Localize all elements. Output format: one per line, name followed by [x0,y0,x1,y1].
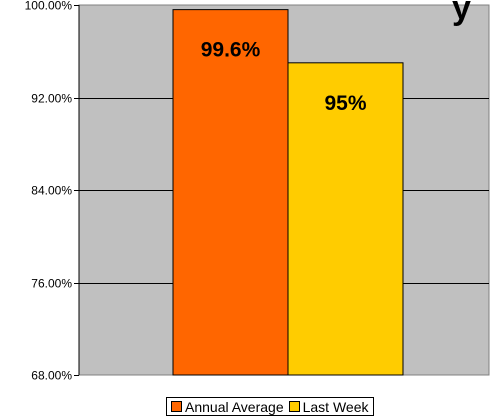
data-labels: 99.6% 95% [201,39,367,115]
legend-swatch-annual-average [171,401,182,412]
y-axis-ticks: 68.00% 76.00% 84.00% 92.00% 100.00% [25,0,79,383]
bar-last-week [287,62,404,376]
chart-title-fragment: y [452,0,471,27]
data-label-annual-average: 99.6% [201,39,261,62]
y-tick-label: 92.00% [31,92,72,106]
legend: Annual Average Last Week [166,397,374,416]
legend-label-last-week: Last Week [302,398,369,415]
legend-label-annual-average: Annual Average [185,398,284,415]
legend-swatch-last-week [288,401,300,412]
legend-item-last-week: Last Week [288,398,369,415]
bars [172,9,404,376]
y-tick-label: 84.00% [31,184,72,198]
bar-annual-average [172,9,289,376]
y-tick-label: 76.00% [31,277,72,291]
y-tick-label: 68.00% [31,369,72,383]
data-label-last-week: 95% [324,92,366,115]
y-tick-label: 100.00% [25,0,73,13]
legend-item-annual-average: Annual Average [171,399,284,415]
